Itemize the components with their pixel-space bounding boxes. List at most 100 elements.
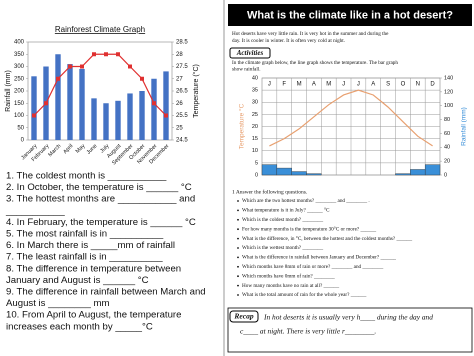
question-line: 1. The coldest month is ___________ bbox=[6, 171, 167, 182]
text-line: What is the total amount of rain for the… bbox=[242, 291, 367, 298]
bullet bbox=[237, 247, 239, 249]
line-marker bbox=[32, 113, 36, 118]
line-marker bbox=[140, 76, 144, 81]
question-line: January and August is ______ °C bbox=[6, 275, 149, 286]
x-tick-label: J bbox=[342, 82, 345, 88]
text-line: In hot deserts it is usually very h____ … bbox=[263, 313, 433, 322]
text-line: day. It is cooler in winter. It is often… bbox=[232, 37, 345, 44]
question-line: 6. In March there is _____mm of rainfall bbox=[6, 240, 175, 251]
x-tick-label: J bbox=[268, 82, 271, 88]
y-tick-label: 350 bbox=[14, 52, 25, 58]
bullet bbox=[237, 218, 239, 221]
y-tick-label: 250 bbox=[14, 76, 25, 82]
text-line: What is the difference, in °C, between t… bbox=[242, 235, 413, 242]
bar bbox=[91, 98, 97, 140]
bar bbox=[410, 169, 426, 176]
bar bbox=[103, 103, 109, 140]
text-line: Hot deserts have very little rain. It is… bbox=[232, 31, 389, 37]
y2-tick-label: 140 bbox=[444, 75, 453, 81]
bar bbox=[115, 100, 121, 140]
y-tick-label: 150 bbox=[14, 101, 25, 107]
right-title: What is the climate like in a hot desert… bbox=[247, 9, 453, 21]
line bbox=[33, 53, 167, 116]
bar bbox=[291, 171, 307, 176]
recap-box bbox=[229, 310, 259, 323]
bar bbox=[306, 173, 322, 176]
y2-axis-label: Temperature (°C) bbox=[192, 64, 200, 118]
line bbox=[269, 89, 433, 147]
y2-tick-label: 25.5 bbox=[176, 113, 188, 119]
y-axis-label: Rainfall (mm) bbox=[5, 70, 12, 112]
title-bar bbox=[228, 4, 472, 26]
text-line: What temperature is it in July? ______ °… bbox=[242, 207, 330, 214]
y2-tick-label: 40 bbox=[444, 145, 450, 151]
bullet bbox=[237, 294, 239, 296]
bar bbox=[127, 93, 133, 140]
bar bbox=[395, 173, 411, 176]
bar bbox=[163, 71, 169, 140]
recap-label: Recap bbox=[233, 312, 253, 321]
question-line: 8. The difference in temperature between bbox=[6, 263, 181, 274]
y2-tick-label: 120 bbox=[444, 89, 453, 95]
text-line: Which months have 8mm of rain or more? _… bbox=[242, 263, 384, 270]
line-marker bbox=[164, 113, 168, 118]
y2-axis-label: Rainfall (mm) bbox=[461, 107, 468, 146]
bullet bbox=[237, 200, 239, 202]
y2-tick-label: 26 bbox=[176, 101, 183, 107]
y-tick-label: 0 bbox=[255, 172, 258, 178]
bar bbox=[151, 78, 157, 140]
text-line: c____ at night. There is very little r__… bbox=[240, 327, 376, 336]
y2-tick-label: 26.5 bbox=[176, 89, 188, 95]
y2-tick-label: 60 bbox=[444, 131, 450, 137]
line-marker bbox=[128, 64, 132, 69]
line-marker bbox=[44, 101, 48, 106]
chart-title: Rainforest Climate Graph bbox=[55, 25, 145, 34]
bar bbox=[261, 164, 278, 176]
x-tick-label: A bbox=[312, 82, 316, 88]
bar bbox=[31, 76, 37, 140]
text-line: Which months have 0mm of rain? ________ bbox=[242, 272, 335, 279]
x-tick-label: S bbox=[386, 82, 390, 88]
y-tick-label: 20 bbox=[252, 124, 258, 130]
x-tick-label: M bbox=[326, 82, 331, 88]
x-tick-label: May bbox=[75, 143, 87, 155]
y-tick-label: 40 bbox=[252, 75, 258, 81]
text-line: For how many months is the temperature 3… bbox=[242, 225, 376, 232]
bullet bbox=[237, 265, 239, 268]
x-tick-label: J bbox=[357, 82, 360, 88]
question-line: 9. The difference in rainfall between Ma… bbox=[6, 287, 206, 298]
bullet bbox=[237, 256, 239, 259]
y-tick-label: 5 bbox=[255, 160, 258, 166]
x-tick-label: M bbox=[297, 82, 302, 88]
bar bbox=[55, 54, 61, 140]
text-line: How many months have no rain at all? ___… bbox=[242, 283, 340, 289]
line-marker bbox=[116, 52, 120, 57]
bar bbox=[139, 91, 145, 140]
y-tick-label: 15 bbox=[252, 136, 258, 142]
x-tick-label: F bbox=[282, 82, 286, 88]
text-line: Which is the wettest month? ________ bbox=[242, 245, 324, 251]
text-line: Which are the two hottest months? ______… bbox=[242, 198, 370, 204]
recap-frame bbox=[227, 307, 473, 353]
y2-tick-label: 28.5 bbox=[176, 40, 188, 46]
question-line: 7. The least rainfall is in __________ bbox=[6, 252, 163, 263]
y-tick-label: 200 bbox=[14, 89, 25, 95]
y2-tick-label: 24.5 bbox=[176, 138, 188, 144]
y-tick-label: 0 bbox=[21, 138, 25, 144]
bar bbox=[79, 68, 85, 140]
line-marker bbox=[104, 52, 108, 57]
question-line: 2. In October, the temperature is ______… bbox=[6, 182, 192, 193]
bullet bbox=[237, 209, 239, 212]
x-tick-label: N bbox=[416, 82, 420, 88]
y-axis-label: Temperature °C bbox=[238, 103, 246, 149]
y-tick-label: 35 bbox=[252, 88, 258, 94]
x-tick-label: O bbox=[401, 82, 406, 88]
activities-box bbox=[229, 47, 271, 59]
question-line: 10. From April to August, the temperatur… bbox=[6, 310, 181, 321]
text-line: show rainfall. bbox=[232, 66, 261, 73]
activities-label: Activities bbox=[236, 49, 264, 57]
y-tick-label: 400 bbox=[14, 40, 25, 46]
y2-tick-label: 80 bbox=[444, 117, 450, 123]
text-line: What is the difference in rainfall betwe… bbox=[242, 254, 396, 261]
y-tick-label: 300 bbox=[14, 64, 25, 70]
